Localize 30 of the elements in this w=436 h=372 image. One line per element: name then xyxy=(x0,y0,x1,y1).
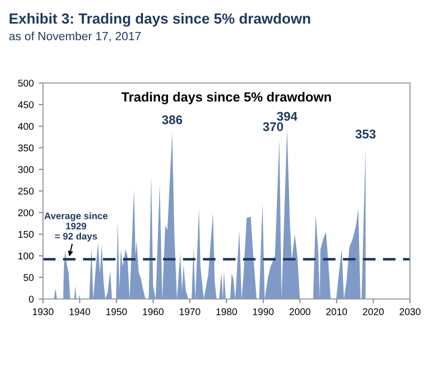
annotation: 394 xyxy=(276,112,298,121)
y-tick-label: 200 xyxy=(18,209,34,216)
annotation: 370 xyxy=(262,122,284,132)
y-tick-label: 250 xyxy=(18,188,34,195)
x-tick-label: 1960 xyxy=(143,308,164,316)
y-tick-label: 400 xyxy=(18,122,34,130)
annotation: Average since 1929 = 92 days xyxy=(44,212,108,242)
chart-title: Exhibit 3: Trading days since 5% drawdown xyxy=(10,13,310,27)
annotation: 353 xyxy=(355,130,376,138)
y-tick-label: 450 xyxy=(18,101,34,108)
y-tick-label: 350 xyxy=(18,144,34,152)
y-tick-label: 300 xyxy=(18,166,34,174)
x-tick-label: 1970 xyxy=(180,308,200,316)
x-tick-label: 1980 xyxy=(216,308,237,316)
x-tick-label: 1930 xyxy=(32,308,54,316)
chart-subtitle: as of November 17, 2017 xyxy=(9,32,141,42)
y-tick-label: 50 xyxy=(24,274,34,282)
y-tick-label: 150 xyxy=(18,230,34,238)
annotation: Trading days since 5% drawdown xyxy=(121,92,331,104)
annotation: 386 xyxy=(162,115,182,124)
x-tick-label: 2030 xyxy=(400,308,420,316)
x-tick-label: 2010 xyxy=(326,308,348,316)
x-tick-label: 1950 xyxy=(106,308,127,316)
y-tick-label: 0 xyxy=(28,296,34,303)
x-tick-label: 1990 xyxy=(253,308,274,316)
x-tick-label: 1940 xyxy=(70,308,90,316)
x-tick-label: 2000 xyxy=(290,308,310,316)
y-tick-label: 500 xyxy=(18,80,34,87)
y-tick-label: 100 xyxy=(18,252,34,260)
x-tick-label: 2020 xyxy=(362,308,384,316)
